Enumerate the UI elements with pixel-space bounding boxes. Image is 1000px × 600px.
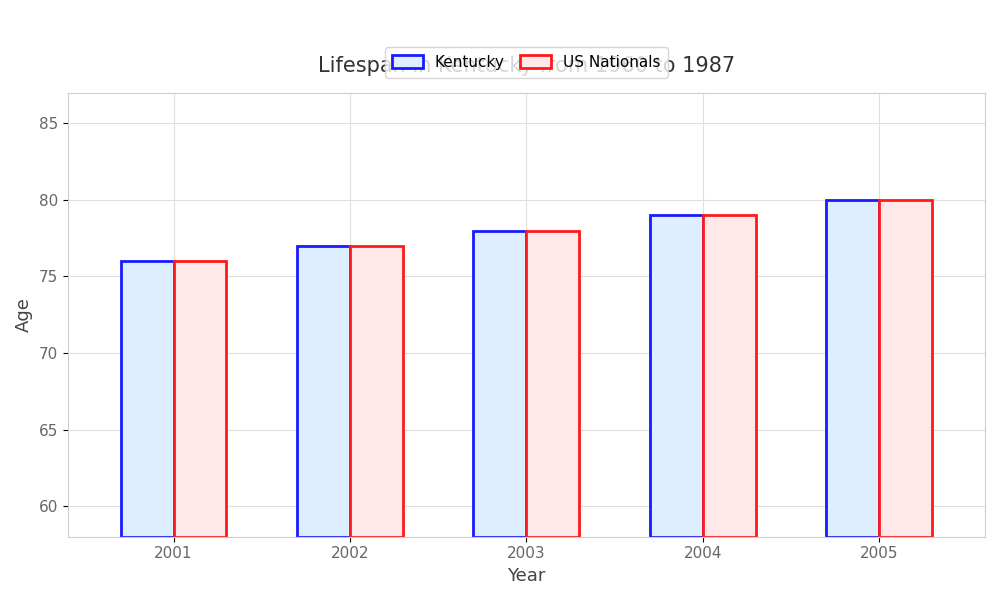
Bar	[526, 230, 579, 537]
Bar	[473, 230, 526, 537]
Legend: Kentucky, US Nationals: Kentucky, US Nationals	[385, 47, 668, 77]
Y-axis label: Age: Age	[15, 298, 33, 332]
Bar	[703, 215, 756, 537]
Bar	[174, 261, 226, 537]
Bar	[350, 246, 403, 537]
Bar	[297, 246, 350, 537]
Bar	[879, 200, 932, 537]
Bar	[826, 200, 879, 537]
X-axis label: Year: Year	[507, 567, 546, 585]
Title: Lifespan in Kentucky from 1960 to 1987: Lifespan in Kentucky from 1960 to 1987	[318, 56, 735, 76]
Bar	[121, 261, 174, 537]
Bar	[650, 215, 703, 537]
